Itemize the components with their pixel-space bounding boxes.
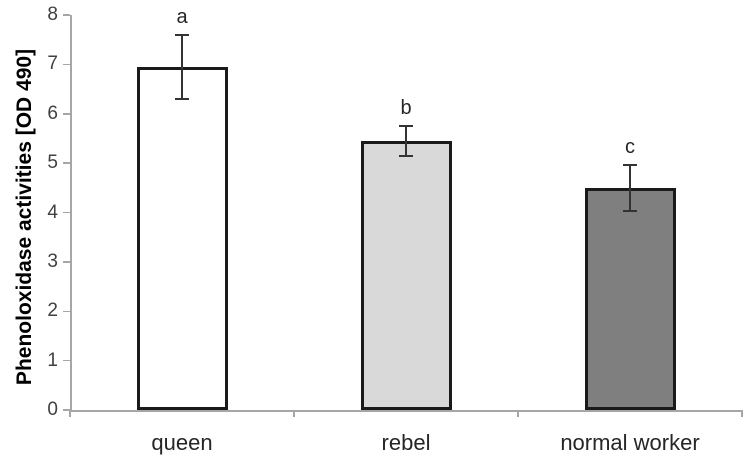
y-axis-line [70, 15, 72, 411]
significance-letter-queen: a [176, 5, 188, 28]
x-category-label-rebel: rebel [381, 430, 431, 455]
x-category-label-queen: queen [151, 430, 213, 455]
y-axis-tick [63, 261, 70, 263]
x-category-label-normal-worker: normal worker [560, 430, 700, 455]
y-tick-label: 1 [47, 349, 58, 371]
y-tick-label: 4 [47, 201, 58, 223]
error-bar-normal-worker-line [629, 164, 631, 211]
y-tick-label: 2 [47, 300, 58, 322]
y-axis-tick [63, 113, 70, 115]
bar-normal-worker [584, 187, 676, 410]
y-axis-tick [63, 409, 70, 411]
significance-letter-rebel: b [400, 97, 412, 120]
y-axis-tick [63, 310, 70, 312]
y-tick-label: 8 [47, 4, 58, 25]
x-axis-tick [741, 410, 743, 417]
y-axis-tick [63, 359, 70, 362]
y-tick-label: 6 [47, 102, 58, 124]
x-axis-tick [517, 410, 519, 417]
error-bar-rebel-cap-bottom [399, 154, 413, 157]
y-tick-label: 5 [47, 152, 58, 174]
x-axis-tick [69, 410, 71, 417]
y-axis-tick [63, 162, 70, 164]
y-axis-tick [63, 63, 70, 66]
error-bar-rebel-cap-top [399, 125, 413, 128]
error-bar-queen-cap-bottom [175, 97, 189, 100]
bar-queen [136, 66, 228, 410]
x-axis-line [70, 410, 743, 412]
y-axis-tick [63, 211, 70, 214]
error-bar-queen-cap-top [175, 33, 189, 36]
error-bar-normal-worker-cap-top [623, 163, 637, 166]
x-axis-tick [293, 410, 295, 417]
significance-letter-normal-worker: c [625, 135, 635, 158]
y-tick-label: 3 [47, 250, 58, 272]
error-bar-queen-line [181, 34, 183, 99]
y-axis-tick [63, 14, 70, 16]
bar-rebel [360, 140, 452, 410]
y-tick-label: 0 [47, 399, 58, 420]
error-bar-normal-worker-cap-bottom [623, 210, 637, 213]
error-bar-rebel-line [405, 126, 407, 156]
y-tick-label: 7 [47, 53, 58, 75]
